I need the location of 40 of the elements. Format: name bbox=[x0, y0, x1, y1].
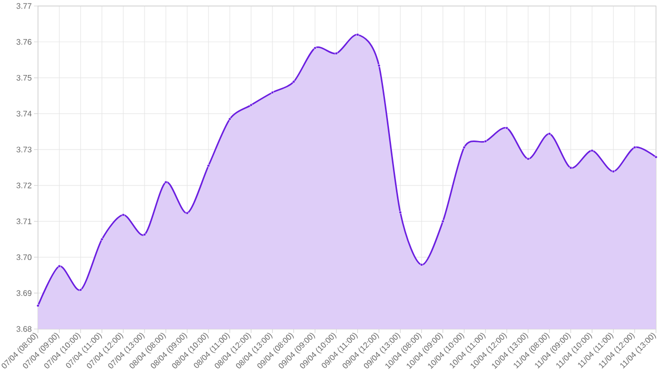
point bbox=[633, 146, 636, 149]
point bbox=[654, 156, 658, 159]
y-tick-label: 3.73 bbox=[16, 146, 32, 152]
point bbox=[334, 52, 338, 55]
point bbox=[526, 157, 530, 160]
point bbox=[356, 33, 360, 36]
y-tick-label: 3.71 bbox=[16, 218, 32, 224]
point bbox=[548, 132, 551, 136]
point bbox=[420, 263, 424, 266]
y-tick-label: 3.72 bbox=[16, 182, 32, 188]
point bbox=[100, 238, 104, 241]
point bbox=[36, 304, 40, 308]
y-tick-label: 3.76 bbox=[16, 39, 32, 45]
point bbox=[314, 46, 317, 50]
y-tick-label: 3.70 bbox=[16, 254, 32, 260]
point bbox=[143, 233, 146, 236]
point bbox=[484, 140, 488, 143]
point bbox=[228, 118, 232, 121]
point bbox=[292, 80, 296, 84]
point bbox=[505, 126, 508, 130]
point bbox=[462, 146, 466, 149]
point bbox=[164, 180, 168, 184]
point bbox=[590, 149, 594, 152]
y-tick-label: 3.74 bbox=[16, 110, 32, 116]
point bbox=[441, 220, 444, 223]
y-tick-label: 3.75 bbox=[16, 74, 32, 81]
point bbox=[206, 164, 210, 168]
y-tick-label: 3.77 bbox=[16, 3, 32, 9]
point bbox=[122, 213, 125, 216]
point bbox=[569, 166, 572, 170]
point bbox=[186, 212, 189, 215]
y-tick-label: 3.68 bbox=[16, 326, 32, 332]
y-tick-label: 3.69 bbox=[16, 290, 32, 296]
point bbox=[79, 288, 82, 292]
point bbox=[398, 210, 402, 214]
point bbox=[250, 104, 253, 107]
point bbox=[58, 264, 61, 268]
point bbox=[377, 64, 380, 68]
point bbox=[270, 90, 274, 94]
point bbox=[612, 170, 615, 173]
